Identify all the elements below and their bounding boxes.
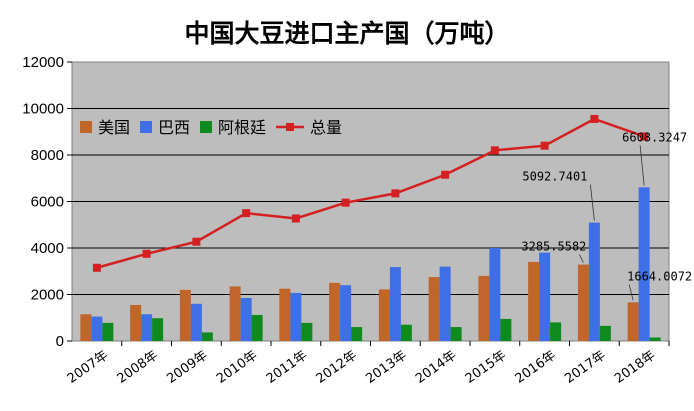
total-point-6 — [391, 189, 400, 198]
bar-1-7 — [439, 266, 451, 341]
bar-0-0 — [80, 314, 92, 341]
data-label: 3285.5582 — [521, 240, 586, 254]
legend-swatch — [140, 121, 153, 133]
y-tick-label: 0 — [56, 333, 64, 350]
total-point-10 — [590, 114, 599, 123]
data-label: 6608.3247 — [622, 130, 687, 144]
bar-2-0 — [102, 322, 114, 341]
bar-0-4 — [279, 288, 291, 341]
bar-1-10 — [588, 222, 600, 341]
bar-1-1 — [141, 314, 153, 341]
bar-2-8 — [500, 318, 512, 341]
y-tick-label: 6000 — [31, 194, 64, 211]
y-tick-label: 10000 — [22, 101, 64, 118]
bar-0-7 — [428, 277, 440, 341]
legend-label: 巴西 — [158, 118, 190, 137]
y-tick-label: 2000 — [31, 287, 64, 304]
y-tick-label: 12000 — [22, 54, 64, 71]
bar-1-5 — [340, 285, 352, 341]
bar-1-2 — [190, 303, 202, 341]
total-point-8 — [490, 146, 499, 155]
bar-1-6 — [389, 267, 401, 341]
y-axis-ticks: 0 2000 4000 6000 8000 10000 12000 — [22, 54, 72, 350]
total-point-7 — [441, 170, 450, 179]
bar-2-3 — [251, 314, 263, 341]
bar-1-3 — [240, 297, 252, 341]
bar-0-9 — [528, 261, 540, 341]
data-label-leader — [589, 184, 595, 221]
data-labels: 3285.5582 5092.7401 1664.0072 6608.3247 — [521, 130, 692, 301]
total-line — [92, 114, 649, 272]
bar-2-5 — [351, 327, 363, 341]
bar-1-9 — [539, 252, 551, 341]
legend: 美国 巴西 阿根廷 总量 — [80, 118, 342, 137]
bar-0-3 — [229, 286, 241, 341]
bar-2-11 — [649, 337, 661, 341]
legend-label: 阿根廷 — [218, 118, 266, 137]
total-point-11 — [640, 132, 649, 141]
legend-marker — [286, 123, 295, 131]
bar-0-10 — [577, 264, 589, 341]
bar-0-5 — [329, 282, 341, 341]
chart-title: 中国大豆进口主产国（万吨） — [184, 19, 509, 48]
total-point-9 — [540, 141, 549, 150]
legend-label: 美国 — [98, 118, 130, 137]
data-label-leader — [628, 284, 634, 301]
bar-1-0 — [91, 316, 103, 341]
bar-2-2 — [201, 332, 213, 341]
total-point-1 — [142, 249, 151, 258]
bar-0-8 — [478, 275, 490, 341]
total-point-3 — [242, 209, 251, 218]
legend-swatch — [200, 121, 213, 133]
bar-0-11 — [627, 302, 639, 341]
total-point-2 — [192, 237, 201, 246]
total-point-4 — [291, 214, 300, 223]
legend-swatch — [80, 121, 92, 133]
y-tick-label: 4000 — [31, 240, 64, 257]
total-line-path — [96, 117, 645, 269]
bar-2-7 — [450, 327, 462, 341]
bar-2-6 — [400, 324, 412, 341]
bar-2-10 — [599, 325, 611, 341]
data-label: 1664.0072 — [627, 269, 692, 283]
bar-2-1 — [152, 318, 164, 341]
bar-2-4 — [301, 322, 313, 341]
legend-label: 总量 — [310, 118, 342, 137]
bar-1-4 — [290, 292, 302, 341]
bar-1-11 — [638, 187, 650, 341]
y-tick-label: 8000 — [31, 147, 64, 164]
bar-0-2 — [179, 289, 191, 341]
total-point-5 — [341, 198, 350, 207]
bar-0-1 — [130, 304, 142, 341]
bars — [80, 187, 661, 341]
data-label-leader — [579, 254, 584, 263]
bar-0-6 — [378, 289, 390, 341]
total-point-0 — [92, 263, 101, 272]
bar-1-8 — [489, 248, 501, 341]
bar-2-9 — [550, 322, 562, 341]
data-label: 5092.7401 — [522, 170, 587, 184]
data-label-leader — [639, 145, 645, 186]
